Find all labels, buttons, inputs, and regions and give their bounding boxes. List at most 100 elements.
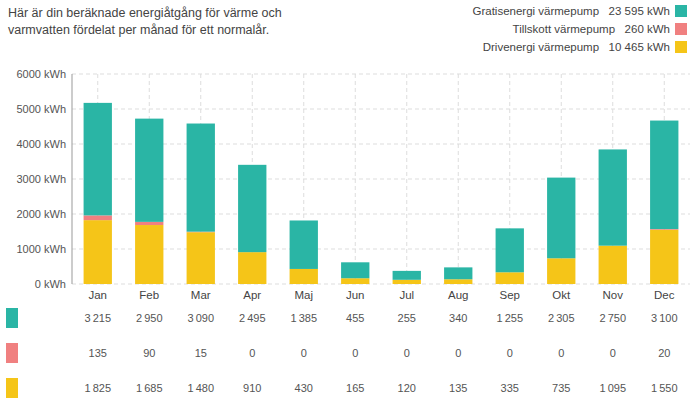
data-label: 255 <box>398 312 416 324</box>
data-label: 735 <box>552 382 570 394</box>
data-label: 2 950 <box>136 312 163 324</box>
bar-segment <box>290 220 318 268</box>
data-label: 3 215 <box>84 312 111 324</box>
bar-segment <box>238 252 266 284</box>
grid-line-y <box>72 179 690 180</box>
data-label: 0 <box>301 347 307 359</box>
data-label: 335 <box>501 382 519 394</box>
grid-line-x <box>406 74 407 284</box>
legend-label: Drivenergi värmepump 10 465 kWh <box>483 41 670 53</box>
table-row-swatch <box>6 308 18 328</box>
y-tick-label: 6000 kWh <box>16 68 66 80</box>
data-label: 0 <box>507 347 513 359</box>
data-label: 3 090 <box>187 312 214 324</box>
x-tick-label: Feb <box>139 289 159 301</box>
bar-segment <box>496 228 524 272</box>
x-tick-label: Dec <box>654 289 675 301</box>
legend-swatch <box>675 23 687 35</box>
legend-label: Tillskott värmepump 260 kWh <box>513 23 670 35</box>
x-tick-label: Jun <box>346 289 365 301</box>
grid-line-y <box>72 284 690 285</box>
legend-label: Gratisenergi värmepump 23 595 kWh <box>472 5 670 17</box>
legend: Gratisenergi värmepump 23 595 kWh Tillsko… <box>472 5 687 53</box>
bar-segment <box>187 232 215 284</box>
bar-segment <box>444 279 472 284</box>
bar-segment <box>547 258 575 284</box>
table-row-swatch <box>6 378 18 398</box>
x-tick-label: Jul <box>399 289 414 301</box>
legend-swatch <box>675 5 687 17</box>
value-table: 3 215 2 950 3 090 2 495 1 385 455 255 340 1 255 2… <box>6 308 678 398</box>
y-tick-label: 5000 kWh <box>16 103 66 115</box>
table-row-swatch <box>6 343 18 363</box>
bar-segment <box>135 225 163 284</box>
chart: Här är din beräknade energiåtgång för vä… <box>0 0 700 417</box>
x-tick-label: Maj <box>294 289 313 301</box>
data-label: 340 <box>449 312 467 324</box>
data-label: 455 <box>346 312 364 324</box>
title: Här är din beräknade energiåtgång för vä… <box>8 6 282 20</box>
y-tick-label: 2000 kWh <box>16 208 66 220</box>
bar-segment <box>187 124 215 232</box>
bar-segment <box>290 269 318 284</box>
bar-segment <box>84 220 112 284</box>
data-label: 1 385 <box>290 312 317 324</box>
bar-segment <box>238 165 266 252</box>
data-label: 1 480 <box>187 382 214 394</box>
bar-segment <box>393 280 421 284</box>
bar-segment <box>341 262 369 278</box>
bar-segment <box>650 121 678 230</box>
grid-line-y <box>72 249 690 250</box>
data-label: 430 <box>295 382 313 394</box>
data-label: 120 <box>398 382 416 394</box>
y-tick-label: 1000 kWh <box>16 243 66 255</box>
data-label: 90 <box>143 347 155 359</box>
data-label: 2 305 <box>548 312 575 324</box>
data-label: 1 825 <box>84 382 111 394</box>
grid-line-x <box>458 74 459 284</box>
data-label: 1 095 <box>599 382 626 394</box>
data-label: 0 <box>249 347 255 359</box>
x-tick-label: Mar <box>191 289 211 301</box>
x-tick-label: Jan <box>88 289 107 301</box>
bar-segment <box>599 246 627 284</box>
grid-line-y <box>72 214 690 215</box>
x-tick-label: Aug <box>448 289 468 301</box>
bar-segment <box>393 271 421 280</box>
grid-line-y <box>72 109 690 110</box>
y-tick-label: 3000 kWh <box>16 173 66 185</box>
data-label: 0 <box>352 347 358 359</box>
x-tick-label: Nov <box>603 289 624 301</box>
bars <box>84 103 679 284</box>
bar-segment <box>84 215 112 220</box>
grid <box>72 74 690 284</box>
bar-segment <box>496 272 524 284</box>
x-tick-label: Okt <box>552 289 571 301</box>
data-label: 0 <box>404 347 410 359</box>
bar-segment <box>341 278 369 284</box>
grid-line-y <box>72 74 690 75</box>
legend-swatch <box>675 41 687 53</box>
bar-segment <box>135 222 163 225</box>
data-label: 165 <box>346 382 364 394</box>
data-label: 135 <box>89 347 107 359</box>
data-label: 3 100 <box>651 312 678 324</box>
data-label: 2 750 <box>599 312 626 324</box>
bar-segment <box>650 230 678 284</box>
data-label: 1 550 <box>651 382 678 394</box>
data-label: 15 <box>195 347 207 359</box>
y-tick-label: 0 kWh <box>35 278 66 290</box>
grid-line-y <box>72 144 690 145</box>
bar-segment <box>599 149 627 245</box>
data-label: 0 <box>610 347 616 359</box>
data-label: 0 <box>455 347 461 359</box>
grid-line-x <box>355 74 356 284</box>
data-label: 2 495 <box>239 312 266 324</box>
data-label: 1 255 <box>496 312 523 324</box>
x-tick-label: Sep <box>500 289 520 301</box>
bar-segment <box>135 119 163 222</box>
bar-segment <box>547 178 575 259</box>
x-tick-label: Apr <box>243 289 261 301</box>
data-label: 0 <box>558 347 564 359</box>
subtitle: varmvatten fördelat per månad för ett no… <box>8 23 269 37</box>
